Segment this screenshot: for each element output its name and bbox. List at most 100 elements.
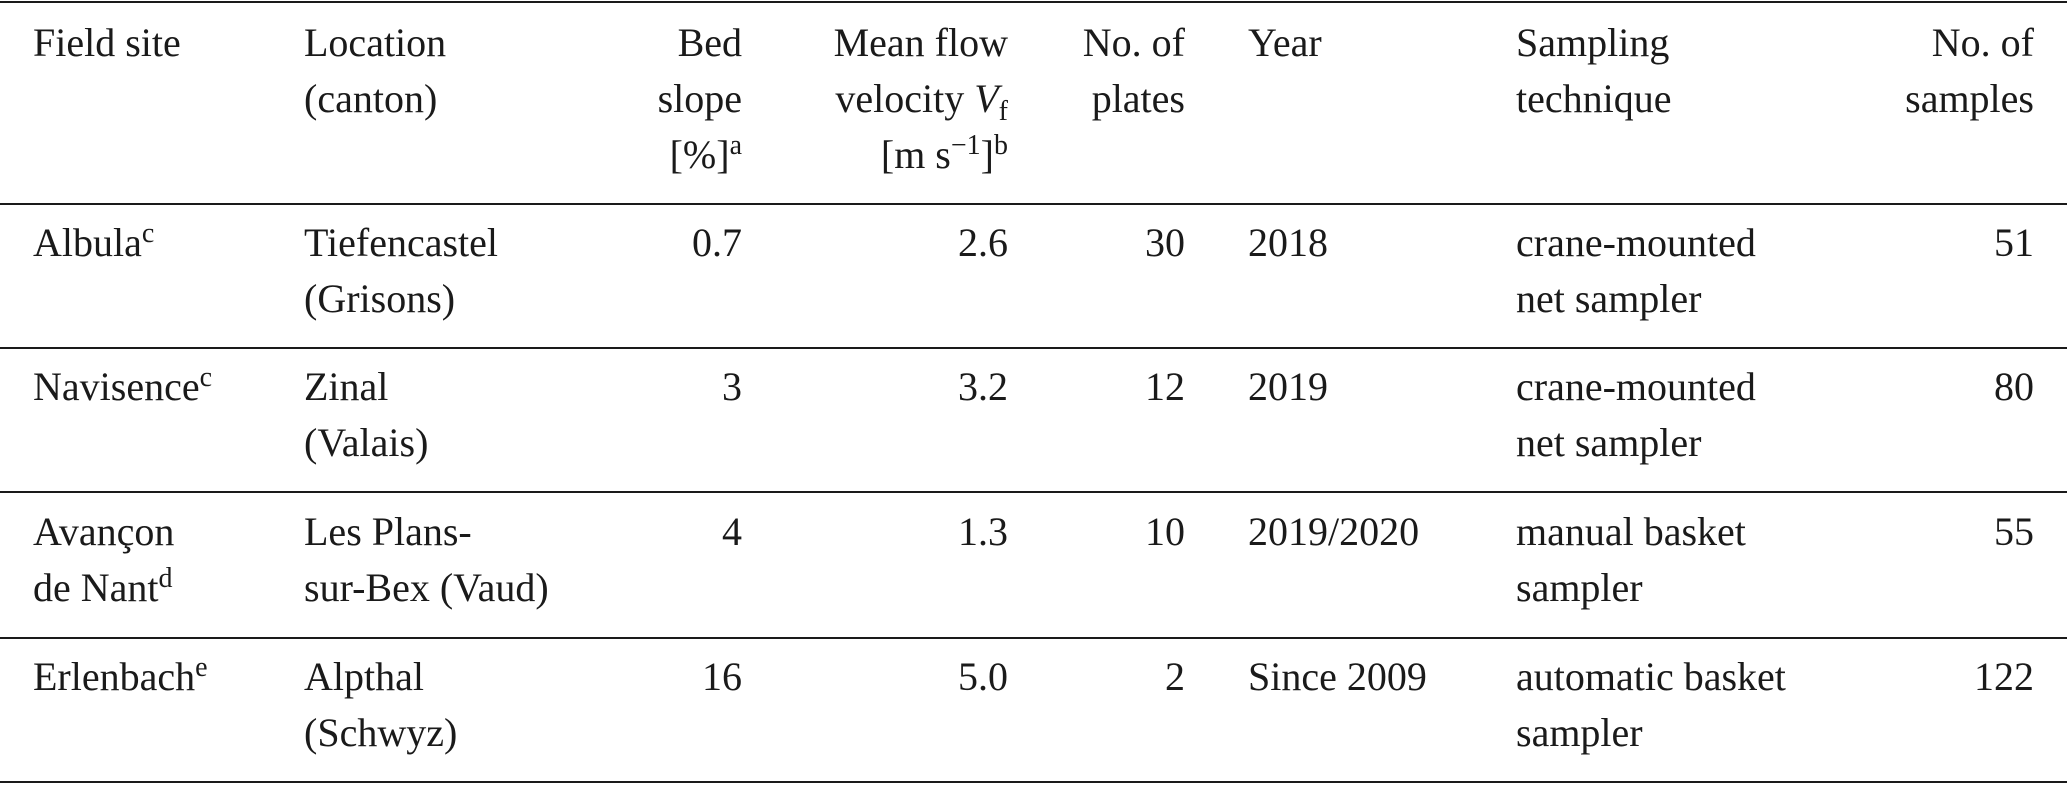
text-run: Bed xyxy=(678,20,742,65)
text-run: crane-mounted xyxy=(1516,220,1756,265)
text-run: Tiefencastel xyxy=(304,220,498,265)
body-cell-line: 51 xyxy=(1994,220,2034,265)
text-run: plates xyxy=(1092,76,1185,121)
text-run: (Grisons) xyxy=(304,276,455,321)
text-run: sur-Bex (Vaud) xyxy=(304,565,549,610)
text-run: Zinal xyxy=(304,364,388,409)
header-cell-line: No. of xyxy=(1083,20,1186,65)
body-cell-line: 4 xyxy=(722,509,742,554)
body-cell-line: 3 xyxy=(722,364,742,409)
body-cell-line: 2019 xyxy=(1248,364,1328,409)
body-cell-line: 80 xyxy=(1994,364,2034,409)
body-cell-line: Tiefencastel xyxy=(304,220,498,265)
text-run: 10 xyxy=(1145,509,1185,554)
header-cell-line: (canton) xyxy=(304,76,437,121)
header-cell-line: samples xyxy=(1905,76,2034,121)
header-cell-line: technique xyxy=(1516,76,1672,121)
text-run: 3.2 xyxy=(958,364,1008,409)
text-run: Mean flow xyxy=(834,20,1009,65)
text-run: Alpthal xyxy=(304,654,424,699)
body-cell-line: 12 xyxy=(1145,364,1185,409)
header-cell-line: plates xyxy=(1092,76,1185,121)
text-run: 2 xyxy=(1165,654,1185,699)
body-cell-line: Since 2009 xyxy=(1248,654,1427,699)
body-cell-line: (Grisons) xyxy=(304,276,455,321)
text-run: sampler xyxy=(1516,710,1643,755)
text-run: 12 xyxy=(1145,364,1185,409)
text-run: [m s xyxy=(881,132,951,177)
text-run: Navisence xyxy=(33,364,200,409)
text-run: 80 xyxy=(1994,364,2034,409)
body-cell-line: 2 xyxy=(1165,654,1185,699)
body-cell-line: Erlenbache xyxy=(33,652,208,699)
body-cell-line: sampler xyxy=(1516,565,1643,610)
body-cell-line: Les Plans- xyxy=(304,509,472,554)
header-cell-line: slope xyxy=(658,76,742,121)
body-cell-line: Navisencec xyxy=(33,362,212,409)
text-run: d xyxy=(159,563,173,594)
body-cell-line: 1.3 xyxy=(958,509,1008,554)
body-cell-line: Alpthal xyxy=(304,654,424,699)
text-run: samples xyxy=(1905,76,2034,121)
body-cell-line: (Schwyz) xyxy=(304,710,457,755)
text-run: Since 2009 xyxy=(1248,654,1427,699)
body-cell-line: Zinal xyxy=(304,364,388,409)
text-run: 5.0 xyxy=(958,654,1008,699)
text-run: Erlenbach xyxy=(33,654,195,699)
text-run: Albula xyxy=(33,220,142,265)
body-cell-line: 2.6 xyxy=(958,220,1008,265)
text-run: (canton) xyxy=(304,76,437,121)
body-cell-line: 3.2 xyxy=(958,364,1008,409)
body-cell-line: 2019/2020 xyxy=(1248,509,1419,554)
text-run: 2019/2020 xyxy=(1248,509,1419,554)
text-run: 30 xyxy=(1145,220,1185,265)
text-run: ] xyxy=(981,132,994,177)
body-cell-line: 2018 xyxy=(1248,220,1328,265)
text-run: manual basket xyxy=(1516,509,1746,554)
body-cell-line: 16 xyxy=(702,654,742,699)
text-run: slope xyxy=(658,76,742,121)
body-cell-line: 5.0 xyxy=(958,654,1008,699)
text-run: 3 xyxy=(722,364,742,409)
text-run: −1 xyxy=(951,130,981,161)
header-cell-line: Bed xyxy=(678,20,742,65)
text-run: b xyxy=(994,130,1008,161)
text-run: [%] xyxy=(670,132,730,177)
body-cell-line: 55 xyxy=(1994,509,2034,554)
text-run: technique xyxy=(1516,76,1672,121)
body-cell-line: 30 xyxy=(1145,220,1185,265)
text-run: (Valais) xyxy=(304,420,428,465)
body-cell-line: 0.7 xyxy=(692,220,742,265)
text-run: 0.7 xyxy=(692,220,742,265)
text-run: 55 xyxy=(1994,509,2034,554)
text-run: 2018 xyxy=(1248,220,1328,265)
text-run: No. of xyxy=(1932,20,2035,65)
text-run: c xyxy=(200,362,212,393)
body-cell-line: manual basket xyxy=(1516,509,1746,554)
text-run: Year xyxy=(1248,20,1322,65)
text-run: No. of xyxy=(1083,20,1186,65)
body-cell-line: Avançon xyxy=(33,509,174,554)
header-cell-line: Location xyxy=(304,20,446,65)
body-cell-line: automatic basket xyxy=(1516,654,1786,699)
text-run: Sampling xyxy=(1516,20,1669,65)
header-cell-line: Field site xyxy=(33,20,181,65)
header-cell-line: Mean flow xyxy=(834,20,1009,65)
text-run: 16 xyxy=(702,654,742,699)
text-run: Location xyxy=(304,20,446,65)
body-cell-line: crane-mounted xyxy=(1516,220,1756,265)
text-run: Les Plans- xyxy=(304,509,472,554)
text-run: 2019 xyxy=(1248,364,1328,409)
text-run: e xyxy=(195,652,207,683)
body-cell-line: sur-Bex (Vaud) xyxy=(304,565,549,610)
text-run: 51 xyxy=(1994,220,2034,265)
text-run: c xyxy=(142,218,154,249)
text-run: Avançon xyxy=(33,509,174,554)
body-cell-line: net sampler xyxy=(1516,276,1702,321)
body-cell-line: Albulac xyxy=(33,218,154,265)
body-cell-line: net sampler xyxy=(1516,420,1702,465)
text-run: 4 xyxy=(722,509,742,554)
text-run: (Schwyz) xyxy=(304,710,457,755)
text-run: automatic basket xyxy=(1516,654,1786,699)
